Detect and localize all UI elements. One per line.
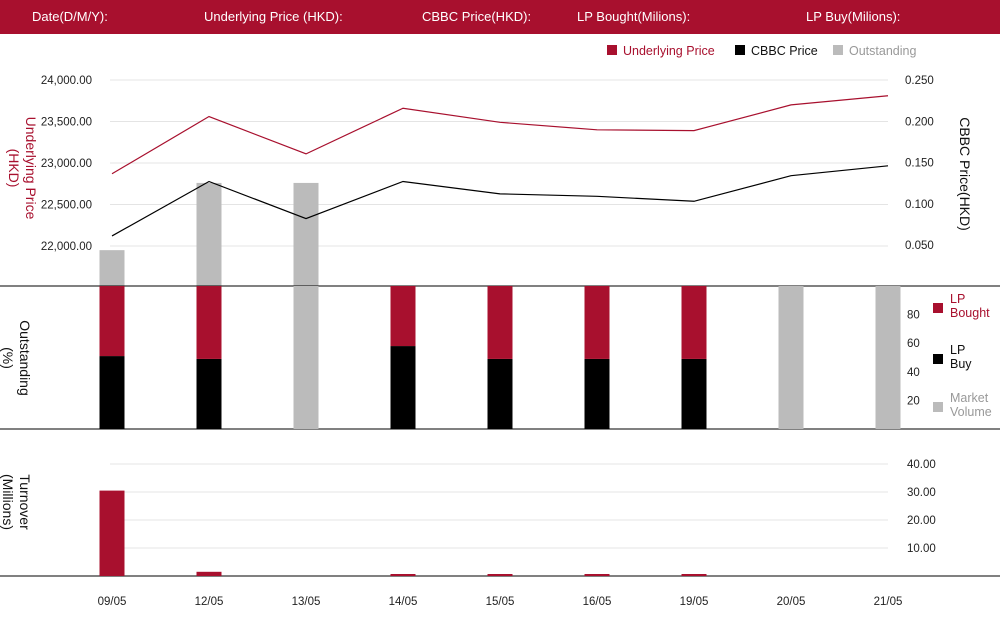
bottom-axis-tick: 30.00 xyxy=(907,487,936,499)
x-axis-tick: 13/05 xyxy=(292,596,321,608)
outstanding-bar xyxy=(196,182,222,286)
lp-bought-bar xyxy=(487,286,513,359)
bottom-axis-tick: 10.00 xyxy=(907,543,936,555)
x-axis-tick: 20/05 xyxy=(777,596,806,608)
right-axis-tick: 0.150 xyxy=(905,158,934,170)
lp-bought-bar xyxy=(681,286,707,359)
legend-label: Outstanding xyxy=(849,44,916,58)
lp-bought-bar xyxy=(390,286,416,347)
left-axis-tick: 22,000.00 xyxy=(41,241,92,253)
x-axis-tick: 19/05 xyxy=(680,596,709,608)
turnover-bar xyxy=(390,574,416,576)
lp-buy-bar xyxy=(390,346,416,429)
right-axis-title: CBBC Price(HKD) xyxy=(957,117,973,231)
right-axis-tick: 0.050 xyxy=(905,240,934,252)
cbbc-price-line xyxy=(111,165,889,237)
bottom-axis-tick: 20.00 xyxy=(907,515,936,527)
legend-swatch xyxy=(833,45,843,55)
x-axis-tick: 15/05 xyxy=(486,596,515,608)
outstanding-bar xyxy=(293,182,319,286)
legend-swatch xyxy=(735,45,745,55)
lp-buy-header-label: LP Buy(Milions): xyxy=(806,9,901,24)
market-volume-bar xyxy=(875,286,901,429)
market-volume-bar xyxy=(778,286,804,429)
x-axis-tick: 14/05 xyxy=(389,596,418,608)
lp-buy-bar xyxy=(99,356,125,429)
lp-bought-bar xyxy=(196,286,222,359)
x-axis-tick: 21/05 xyxy=(874,596,903,608)
left-axis-tick: 24,000.00 xyxy=(41,75,92,87)
legend-label: Underlying Price xyxy=(623,44,715,58)
legend-label: Market Volume xyxy=(950,391,992,419)
legend-swatch xyxy=(933,303,943,313)
legend-swatch xyxy=(933,402,943,412)
legend-label: LP Bought xyxy=(950,292,990,320)
lp-bought-header-label: LP Bought(Milions): xyxy=(577,9,691,24)
legend-swatch xyxy=(607,45,617,55)
middle-axis-title: Outstanding(%) xyxy=(0,320,33,396)
underlying-price-header-label: Underlying Price (HKD): xyxy=(204,9,343,24)
lp-buy-bar xyxy=(196,358,222,429)
cbbc-price-header-label: CBBC Price(HKD): xyxy=(422,9,532,24)
date-header-label: Date(D/M/Y): xyxy=(32,9,108,24)
left-axis-tick: 23,500.00 xyxy=(41,117,92,129)
turnover-bar xyxy=(584,574,610,576)
market-volume-bar xyxy=(293,286,319,429)
header-bar: Date(D/M/Y): Underlying Price (HKD): CBB… xyxy=(0,0,1000,34)
left-axis-tick: 23,000.00 xyxy=(41,158,92,170)
lp-buy-bar xyxy=(681,358,707,429)
turnover-bar xyxy=(681,574,707,576)
middle-axis-tick: 80 xyxy=(907,310,920,322)
x-axis-tick: 16/05 xyxy=(583,596,612,608)
underlying-price-line xyxy=(111,95,889,175)
lp-buy-bar xyxy=(487,358,513,429)
turnover-bar xyxy=(487,574,513,576)
turnover-bar xyxy=(99,490,125,576)
right-axis-tick: 0.200 xyxy=(905,116,934,128)
lp-bought-bar xyxy=(584,286,610,359)
right-axis-tick: 0.250 xyxy=(905,75,934,87)
middle-axis-tick: 40 xyxy=(907,367,920,379)
right-axis-tick: 0.100 xyxy=(905,199,934,211)
left-axis-title: Underlying Price(HKD) xyxy=(6,117,39,220)
lp-bought-bar xyxy=(99,286,125,357)
legend-label: LP Buy xyxy=(950,343,972,371)
lp-buy-bar xyxy=(584,358,610,429)
left-axis-tick: 22,500.00 xyxy=(41,200,92,212)
bottom-axis-tick: 40.00 xyxy=(907,459,936,471)
turnover-bar xyxy=(196,571,222,576)
middle-axis-tick: 20 xyxy=(907,395,920,407)
middle-axis-tick: 60 xyxy=(907,338,920,350)
bottom-axis-title: Turnover(Millions) xyxy=(0,474,33,530)
legend-label: CBBC Price xyxy=(751,44,818,58)
legend-swatch xyxy=(933,354,943,364)
x-axis-tick: 12/05 xyxy=(195,596,224,608)
outstanding-bar xyxy=(99,250,125,286)
x-axis-tick: 09/05 xyxy=(98,596,127,608)
